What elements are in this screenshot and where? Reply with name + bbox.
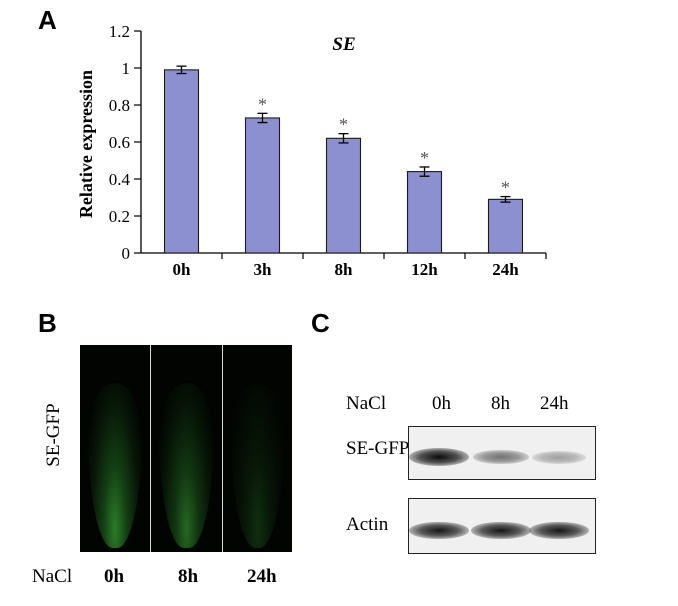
panel-c-time-label: 8h	[491, 393, 510, 414]
panel-b-time-label: 0h	[104, 566, 125, 587]
significance-marker: *	[339, 115, 348, 135]
y-axis-label: Relative expression	[76, 70, 96, 218]
panel-b-letter: B	[38, 308, 57, 338]
micrograph-8h	[150, 345, 222, 552]
micrograph-0h	[80, 345, 151, 552]
blot-band	[471, 521, 531, 540]
bar-chart: 0 0.2 0.4 0.6 0.8 1 1.2 Relative expression SE 0h…	[76, 22, 547, 279]
blot-band	[473, 449, 529, 465]
y-tick-label: 0.2	[109, 207, 130, 226]
significance-marker: *	[258, 94, 267, 114]
panel-b-time-label: 8h	[178, 566, 199, 587]
gfp-signal	[88, 383, 143, 548]
se-gfp-row-label: SE-GFP	[43, 403, 64, 467]
bar-12h	[406, 171, 443, 254]
panel-c-condition-label: NaCl	[346, 393, 387, 414]
blot-label-se-gfp: SE-GFP	[346, 438, 410, 459]
blot-actin	[408, 498, 596, 554]
blot-se-gfp	[408, 426, 596, 480]
panel-c-time-label: 0h	[432, 393, 451, 414]
panel-a-letter: A	[38, 5, 57, 35]
y-tick-label: 1.2	[109, 22, 130, 41]
y-tick-label: 0	[122, 244, 131, 263]
x-category-label: 24h	[492, 260, 519, 279]
y-tick-label: 1	[122, 59, 131, 78]
panel-c-letter: C	[311, 308, 330, 338]
bar-24h	[487, 198, 524, 254]
x-category-label: 12h	[411, 260, 438, 279]
chart-title: SE	[332, 34, 355, 55]
panel-b-condition-label: NaCl	[32, 566, 73, 587]
blot-band	[532, 450, 586, 464]
panel-c-time-label: 24h	[540, 393, 569, 414]
y-tick-label: 0.8	[109, 96, 130, 115]
blot-label-actin: Actin	[346, 514, 389, 535]
x-category-label: 3h	[254, 260, 273, 279]
panel-b-time-label: 24h	[247, 566, 277, 587]
y-tick-label: 0.6	[109, 133, 130, 152]
blot-band	[409, 521, 469, 540]
x-category-label: 0h	[173, 260, 192, 279]
x-category-label: 8h	[335, 260, 354, 279]
bar-3h	[244, 117, 281, 254]
micrograph-24h	[221, 345, 292, 552]
significance-marker: *	[420, 148, 429, 168]
y-tick-label: 0.4	[109, 170, 131, 189]
bar-8h	[325, 137, 362, 254]
gfp-signal	[230, 383, 284, 548]
significance-marker: *	[501, 178, 510, 198]
bar-0h	[163, 69, 200, 254]
blot-band	[529, 521, 589, 540]
blot-band	[409, 448, 469, 467]
gfp-signal	[159, 383, 214, 548]
micrograph-strip	[80, 345, 292, 552]
